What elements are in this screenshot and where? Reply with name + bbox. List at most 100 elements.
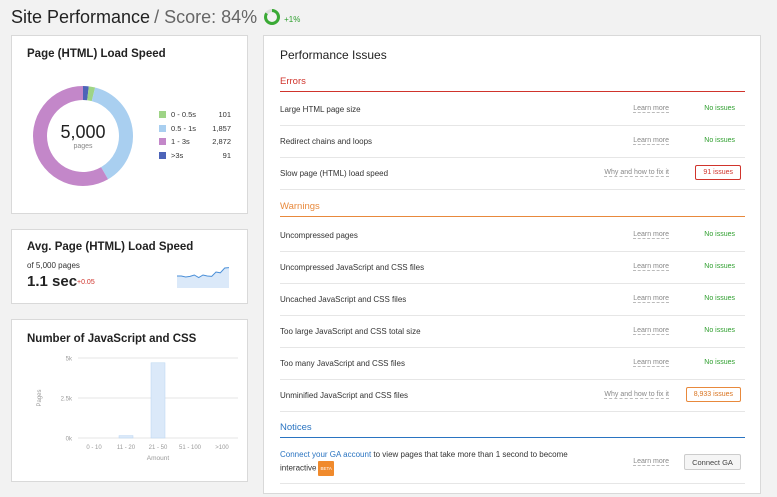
legend-value: 101 [218, 110, 231, 120]
x-tick-label: 11 - 20 [117, 445, 136, 451]
issue-row: Slow page (HTML) load speed Why and how t… [280, 158, 745, 190]
issue-row: Uncached JavaScript and CSS files Learn m… [280, 284, 745, 316]
load-speed-title: Page (HTML) Load Speed [27, 48, 166, 60]
issue-name: Large HTML page size [280, 105, 361, 114]
x-tick-label: 21 - 50 [149, 445, 168, 451]
load-speed-legend: 0 - 0.5s 101 0.5 - 1s 1,857 1 - 3s 2,872 >3s 91 [159, 108, 231, 162]
status-no-issues: No issues [704, 295, 735, 302]
bar[interactable] [118, 435, 134, 439]
x-axis-label: Amount [147, 455, 170, 462]
issue-row: Redirect chains and loops Learn more No is… [280, 126, 745, 158]
donut-total: 5,000 [60, 122, 106, 142]
performance-issues-card: Performance Issues Errors Large HTML page… [263, 35, 761, 494]
section-header-warnings: Warnings [280, 201, 745, 217]
avg-speed-value: 1.1 sec [27, 273, 78, 290]
section-header-notices: Notices [280, 422, 745, 438]
legend-item[interactable]: 0.5 - 1s 1,857 [159, 122, 231, 136]
issue-row: Large HTML page size Learn more No issues [280, 94, 745, 126]
notice-text: Connect your GA account to view pages th… [280, 448, 590, 476]
js-css-title: Number of JavaScript and CSS [27, 333, 197, 345]
avg-speed-card: Avg. Page (HTML) Load Speed of 5,000 pag… [11, 229, 248, 304]
legend-item[interactable]: >3s 91 [159, 149, 231, 163]
y-axis-label: Pages [37, 389, 43, 406]
issue-name: Unminified JavaScript and CSS files [280, 391, 409, 400]
x-tick-label: 0 - 10 [86, 445, 102, 451]
legend-value: 2,872 [212, 137, 231, 147]
avg-speed-delta: +0.05 [77, 279, 95, 286]
issues-count-badge[interactable]: 8,933 issues [685, 387, 741, 402]
avg-speed-title: Avg. Page (HTML) Load Speed [27, 241, 194, 253]
status-no-issues: No issues [704, 263, 735, 270]
issue-row: Uncompressed pages Learn more No issues [280, 220, 745, 252]
legend-label: 0 - 0.5s [171, 110, 197, 120]
section-title: Notices [280, 422, 312, 433]
issues-title: Performance Issues [280, 48, 387, 62]
legend-label: 1 - 3s [171, 137, 190, 147]
learn-more-link[interactable]: Learn more [633, 231, 669, 239]
connect-ga-button[interactable]: Connect GA [684, 454, 741, 470]
connect-ga-link[interactable]: Connect your GA account [280, 450, 372, 459]
learn-more-link[interactable]: Learn more [633, 359, 669, 367]
issue-row: Uncompressed JavaScript and CSS files Lea… [280, 252, 745, 284]
js-css-bar-chart: 5k 2.5k 0k Pages 0 - 10 11 - 20 21 - 50 51 - 10… [37, 357, 238, 462]
page-title: Site Performance [11, 6, 151, 27]
legend-value: 1,857 [212, 123, 231, 133]
section-title: Errors [280, 76, 306, 87]
legend-swatch [159, 151, 166, 159]
issue-name: Uncached JavaScript and CSS files [280, 295, 407, 304]
donut-slice[interactable] [33, 86, 109, 186]
legend-swatch [159, 138, 166, 146]
legend-item[interactable]: 1 - 3s 2,872 [159, 135, 231, 149]
section-rule [280, 216, 745, 217]
y-tick-label: 0k [66, 437, 73, 443]
section-header-errors: Errors [280, 76, 745, 92]
avg-speed-subtitle: of 5,000 pages [27, 261, 80, 270]
issue-name: Too large JavaScript and CSS total size [280, 327, 421, 336]
issues-count-badge[interactable]: 91 issues [695, 165, 741, 180]
avg-speed-sparkline [177, 267, 229, 288]
learn-more-link[interactable]: Learn more [633, 105, 669, 113]
learn-more-link[interactable]: Learn more [633, 458, 669, 466]
section-title: Warnings [280, 201, 320, 212]
js-css-card: Number of JavaScript and CSS 5k 2.5k 0k Pag… [11, 319, 248, 482]
learn-more-link[interactable]: Learn more [633, 295, 669, 303]
why-how-to-fix-link[interactable]: Why and how to fix it [604, 391, 669, 399]
x-tick-label: >100 [215, 445, 229, 451]
donut-slice[interactable] [87, 86, 96, 102]
bar[interactable] [150, 362, 166, 439]
donut-slice[interactable] [91, 87, 133, 180]
legend-item[interactable]: 0 - 0.5s 101 [159, 108, 231, 122]
y-tick-label: 5k [66, 357, 73, 363]
donut-total-label: pages [73, 143, 93, 150]
sparkline-line [177, 267, 229, 279]
notice-row: Connect your GA account to view pages th… [280, 440, 745, 484]
status-no-issues: No issues [704, 137, 735, 144]
issue-name: Too many JavaScript and CSS files [280, 359, 405, 368]
notice-description: to view pages that take more than 1 seco… [280, 450, 568, 473]
load-speed-card: Page (HTML) Load Speed 5,000 pages 0 - 0… [11, 35, 248, 214]
sparkline-area [177, 267, 229, 288]
legend-value: 91 [222, 150, 231, 160]
status-no-issues: No issues [704, 105, 735, 112]
beta-badge: BETA [318, 461, 334, 476]
section-rule [280, 91, 745, 92]
status-no-issues: No issues [704, 231, 735, 238]
status-no-issues: No issues [704, 359, 735, 366]
status-no-issues: No issues [704, 327, 735, 334]
issue-name: Uncompressed pages [280, 231, 358, 240]
learn-more-link[interactable]: Learn more [633, 327, 669, 335]
why-how-to-fix-link[interactable]: Why and how to fix it [604, 169, 669, 177]
issue-name: Redirect chains and loops [280, 137, 373, 146]
issue-name: Uncompressed JavaScript and CSS files [280, 263, 425, 272]
section-rule [280, 437, 745, 438]
score-delta: +1% [284, 15, 301, 24]
issue-row: Too many JavaScript and CSS files Learn m… [280, 348, 745, 380]
y-tick-label: 2.5k [61, 397, 73, 403]
legend-label: 0.5 - 1s [171, 123, 197, 133]
learn-more-link[interactable]: Learn more [633, 263, 669, 271]
learn-more-link[interactable]: Learn more [633, 137, 669, 145]
issue-row: Too large JavaScript and CSS total size L… [280, 316, 745, 348]
x-tick-label: 51 - 100 [179, 445, 202, 451]
issue-row: Unminified JavaScript and CSS files Why a… [280, 380, 745, 412]
page-header: Site Performance / Score: 84% +1% [11, 5, 300, 29]
